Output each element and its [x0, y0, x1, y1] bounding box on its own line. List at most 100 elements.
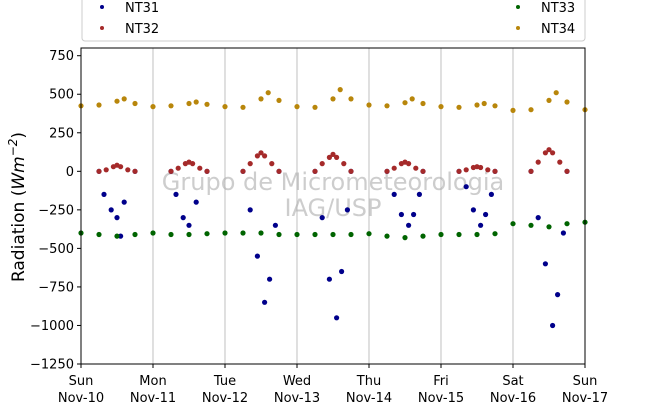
data-point-nt34	[528, 107, 534, 113]
data-point-nt32	[564, 168, 570, 174]
x-tick-day: Sun	[69, 374, 94, 389]
data-point-nt33	[402, 235, 408, 241]
data-point-nt34	[258, 96, 264, 102]
data-point-nt34	[121, 96, 127, 102]
data-point-nt34	[330, 96, 336, 102]
data-point-nt32	[204, 168, 210, 174]
data-point-nt31	[463, 184, 469, 190]
x-tick-day: Sat	[502, 374, 523, 389]
data-point-nt33	[348, 231, 354, 238]
data-point-nt33	[384, 233, 390, 239]
x-tick-date: Nov-16	[490, 391, 536, 406]
data-point-nt32	[276, 168, 282, 174]
data-point-nt34	[474, 102, 480, 108]
data-point-nt34	[222, 104, 228, 110]
data-point-nt33	[222, 230, 228, 236]
data-point-nt32	[542, 150, 549, 156]
data-point-nt32	[485, 167, 491, 173]
data-point-nt32	[463, 167, 469, 173]
data-point-nt32	[118, 164, 124, 170]
data-point-nt31	[262, 299, 268, 305]
y-tick-label: −500	[38, 242, 74, 257]
data-point-nt33	[456, 231, 462, 238]
series-nt32	[96, 147, 570, 174]
data-point-nt33	[258, 230, 264, 236]
data-point-nt32	[334, 154, 340, 160]
data-point-nt31	[411, 211, 417, 218]
x-tick-date: Nov-12	[202, 391, 248, 406]
x-tick-date: Nov-17	[562, 391, 608, 406]
data-point-nt33	[492, 231, 498, 237]
data-point-nt33	[312, 231, 318, 238]
data-point-nt32	[550, 150, 556, 156]
data-point-nt34	[114, 98, 120, 104]
data-point-nt33	[114, 233, 120, 239]
data-point-nt33	[474, 231, 480, 238]
data-point-nt34	[193, 99, 199, 105]
x-tick-day: Mon	[139, 374, 166, 389]
data-point-nt31	[114, 215, 120, 221]
data-point-nt32	[478, 164, 484, 171]
y-axis-label-unit: Wm	[9, 156, 29, 189]
data-point-nt31	[416, 191, 422, 197]
data-point-nt32	[420, 168, 426, 174]
data-point-nt31	[186, 222, 192, 228]
data-point-nt33	[204, 231, 210, 237]
data-point-nt34	[312, 104, 318, 110]
data-point-nt31	[173, 191, 179, 197]
data-point-nt33	[240, 230, 246, 236]
data-point-nt33	[276, 231, 282, 238]
data-point-nt34	[402, 100, 408, 106]
data-point-nt34	[409, 96, 415, 102]
data-point-nt34	[553, 90, 559, 96]
data-point-nt32	[96, 168, 102, 174]
data-point-nt31	[488, 191, 494, 197]
data-point-nt34	[420, 100, 426, 107]
data-point-nt34	[384, 103, 390, 109]
data-point-nt31	[478, 222, 484, 228]
data-point-nt33	[186, 231, 192, 238]
x-tick-day: Thu	[356, 374, 381, 389]
legend-label-nt32: NT32	[125, 22, 159, 37]
data-point-nt34	[240, 104, 246, 110]
data-point-nt31	[470, 207, 476, 213]
data-point-nt31	[319, 215, 325, 221]
data-point-nt34	[276, 97, 282, 103]
data-point-nt31	[108, 207, 114, 213]
data-point-nt32	[348, 168, 354, 174]
data-point-nt34	[204, 101, 210, 107]
data-point-nt32	[125, 167, 131, 173]
data-point-nt32	[535, 159, 541, 165]
y-tick-label: −1250	[30, 358, 74, 373]
data-point-nt32	[456, 168, 462, 174]
data-point-nt32	[103, 167, 109, 173]
y-axis-label: Radiation (Wm−2)	[6, 132, 29, 282]
data-point-nt34	[337, 87, 343, 93]
data-point-nt32	[190, 161, 196, 167]
y-tick-label: 500	[49, 88, 74, 103]
data-point-nt34	[456, 104, 462, 110]
data-point-nt34	[265, 90, 271, 96]
data-point-nt33	[132, 231, 138, 238]
watermark-line-1: Grupo de Micrometeorologia	[162, 168, 504, 196]
data-point-nt32	[254, 153, 260, 159]
data-point-nt31	[118, 233, 124, 239]
data-point-nt31	[542, 261, 549, 267]
data-point-nt32	[341, 161, 347, 167]
x-tick-day: Wed	[283, 374, 311, 389]
data-point-nt31	[193, 199, 199, 205]
data-point-nt32	[330, 151, 336, 157]
data-point-nt31	[406, 222, 412, 228]
data-point-nt32	[168, 168, 174, 174]
data-point-nt32	[391, 165, 397, 171]
data-point-nt32	[413, 165, 419, 171]
x-tick-day: Sun	[573, 374, 598, 389]
data-point-nt32	[262, 153, 268, 159]
data-point-nt32	[132, 168, 138, 174]
data-point-nt31	[391, 191, 397, 197]
data-point-nt32	[312, 168, 318, 174]
data-point-nt31	[267, 276, 273, 282]
data-point-nt32	[240, 168, 246, 174]
legend: NT31 NT32 NT33 NT34	[81, 0, 586, 42]
data-point-nt34	[150, 104, 156, 110]
